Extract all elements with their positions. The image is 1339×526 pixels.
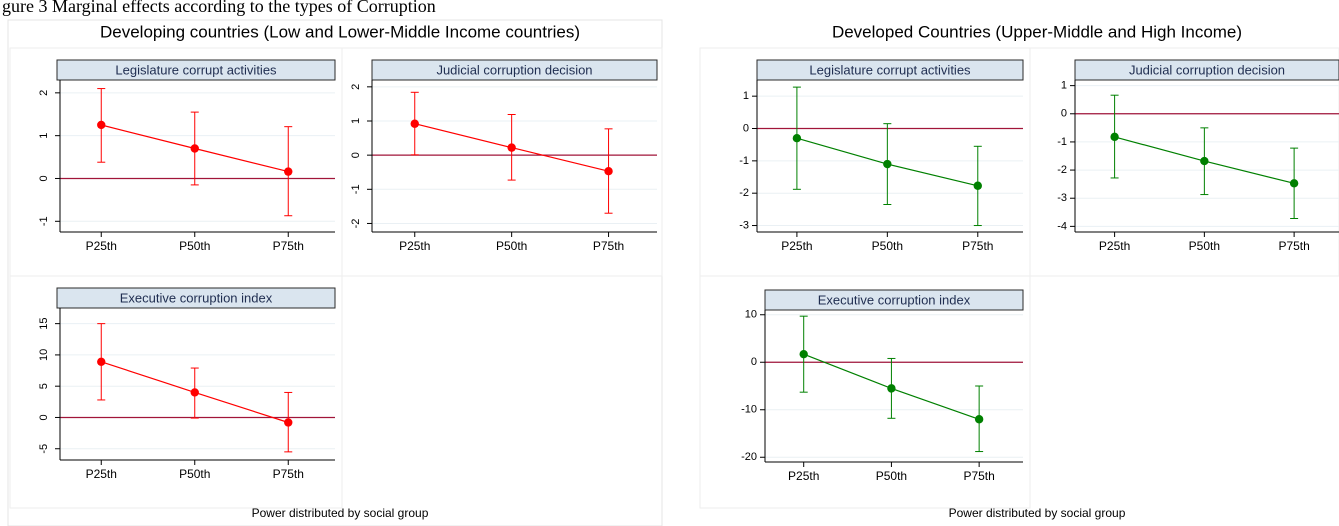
x-tick-label: P25th (788, 469, 819, 483)
x-tick-label: P50th (1189, 239, 1220, 253)
y-tick-label: 1 (1061, 80, 1067, 92)
x-tick-label: P50th (496, 239, 527, 253)
x-tick-label: P75th (962, 239, 993, 253)
panel-frame (699, 275, 1031, 509)
y-tick-label: 10 (745, 309, 757, 321)
data-point (284, 418, 293, 427)
data-point (190, 388, 199, 397)
x-tick-label: P75th (963, 469, 994, 483)
panel-title: Legislature corrupt activities (115, 62, 277, 77)
y-tick-label: -2 (350, 219, 362, 229)
panel-title: Executive corruption index (120, 290, 273, 305)
y-tick-label: -4 (1057, 220, 1067, 232)
data-point (1200, 156, 1209, 166)
data-point (1289, 179, 1299, 188)
data-point (792, 134, 802, 143)
y-tick-label: 0 (751, 356, 757, 368)
chart-area: Developing countries (Low and Lower-Midd… (7, 19, 1339, 526)
data-point (97, 120, 106, 130)
x-tick-label: P25th (399, 239, 430, 253)
data-point (1110, 132, 1119, 142)
data-point (974, 415, 984, 424)
group-x-axis-label: Power distributed by social group (252, 506, 429, 520)
panel-title-strip (1074, 59, 1339, 81)
y-tick-label: 1 (38, 133, 50, 139)
group-frame (7, 19, 663, 526)
y-tick-label: 5 (38, 383, 50, 389)
data-point (799, 349, 808, 359)
x-tick-label: P50th (179, 239, 210, 253)
panel-title: Executive corruption index (818, 292, 971, 307)
panel-title-strip (371, 59, 658, 81)
data-point (410, 119, 419, 128)
y-tick-label: -1 (739, 155, 749, 167)
data-point (887, 384, 896, 393)
y-tick-label: -5 (38, 444, 50, 454)
panel-executive-corruption-index: Executive corruption index -5 0 5 10 15 P25th P… (9, 275, 343, 509)
panel-legislature-corrupt-activities: Legislature corrupt activities -1 0 1 2 P25th… (9, 47, 343, 277)
data-point (190, 144, 199, 153)
figure-caption: gure 3 Marginal effects according to the… (2, 0, 436, 16)
panel-title-strip (56, 59, 336, 81)
y-tick-label: 10 (38, 349, 50, 361)
panel-frame (9, 275, 343, 509)
panel-legislature-corrupt-activities: Legislature corrupt activities -3 -2 -1 0 1 P2… (699, 47, 1031, 277)
group-title: Developed Countries (Upper-Middle and Hi… (832, 22, 1242, 41)
x-tick-label: P50th (179, 467, 210, 481)
panel-judicial-corruption-decision: Judicial corruption decision -2 -1 0 1 2 P25th… (341, 47, 663, 277)
x-tick-label: P75th (273, 467, 304, 481)
y-tick-label: 0 (38, 414, 50, 420)
y-tick-label: 0 (38, 175, 50, 181)
y-tick-label: 1 (743, 90, 749, 102)
panel-frame (1029, 47, 1339, 277)
x-tick-label: P75th (273, 239, 304, 253)
y-tick-label: 0 (743, 122, 749, 134)
group-x-axis-label: Power distributed by social group (949, 506, 1126, 520)
data-point (284, 167, 293, 176)
y-tick-label: 2 (38, 90, 50, 96)
x-tick-label: P25th (781, 239, 812, 253)
y-tick-label: -2 (1057, 164, 1067, 176)
y-tick-label: -2 (739, 187, 749, 199)
panel-title-strip (56, 287, 336, 309)
x-tick-label: P25th (1099, 239, 1130, 253)
data-point (604, 167, 613, 176)
y-tick-label: -1 (38, 216, 50, 226)
panel-executive-corruption-index: Executive corruption index -20 -10 0 10 P25th… (699, 275, 1031, 509)
panel-title-strip (756, 59, 1024, 81)
x-tick-label: P50th (876, 469, 907, 483)
y-tick-label: 0 (350, 152, 362, 158)
panel-judicial-corruption-decision: Judicial corruption decision -4 -3 -2 -1 0 1 P2… (1029, 47, 1339, 277)
group-title: Developing countries (Low and Lower-Midd… (100, 22, 580, 41)
y-tick-label: 0 (1061, 108, 1067, 120)
y-tick-label: 1 (350, 118, 362, 124)
panel-title-strip (764, 289, 1024, 311)
y-tick-label: -1 (1057, 136, 1067, 148)
panel-title: Legislature corrupt activities (809, 62, 971, 77)
y-tick-label: 2 (350, 84, 362, 90)
data-point (883, 159, 892, 169)
y-tick-label: -10 (741, 404, 757, 416)
y-tick-label: -3 (1057, 192, 1067, 204)
data-point (97, 357, 106, 366)
developed-countries-group: Developed Countries (Upper-Middle and Hi… (699, 22, 1339, 520)
x-tick-label: P75th (1278, 239, 1309, 253)
panel-frame (341, 47, 663, 277)
data-point (507, 143, 516, 152)
y-tick-label: -20 (741, 451, 757, 463)
y-tick-label: 15 (38, 318, 50, 330)
x-tick-label: P50th (872, 239, 903, 253)
y-tick-label: -1 (350, 184, 362, 194)
x-tick-label: P75th (593, 239, 624, 253)
panel-title: Judicial corruption decision (436, 62, 592, 77)
panel-title: Judicial corruption decision (1129, 62, 1285, 77)
y-tick-label: -3 (739, 219, 749, 231)
data-point (973, 181, 982, 190)
x-tick-label: P25th (86, 467, 117, 481)
x-tick-label: P25th (86, 239, 117, 253)
developing-countries-group: Developing countries (Low and Lower-Midd… (7, 19, 663, 526)
